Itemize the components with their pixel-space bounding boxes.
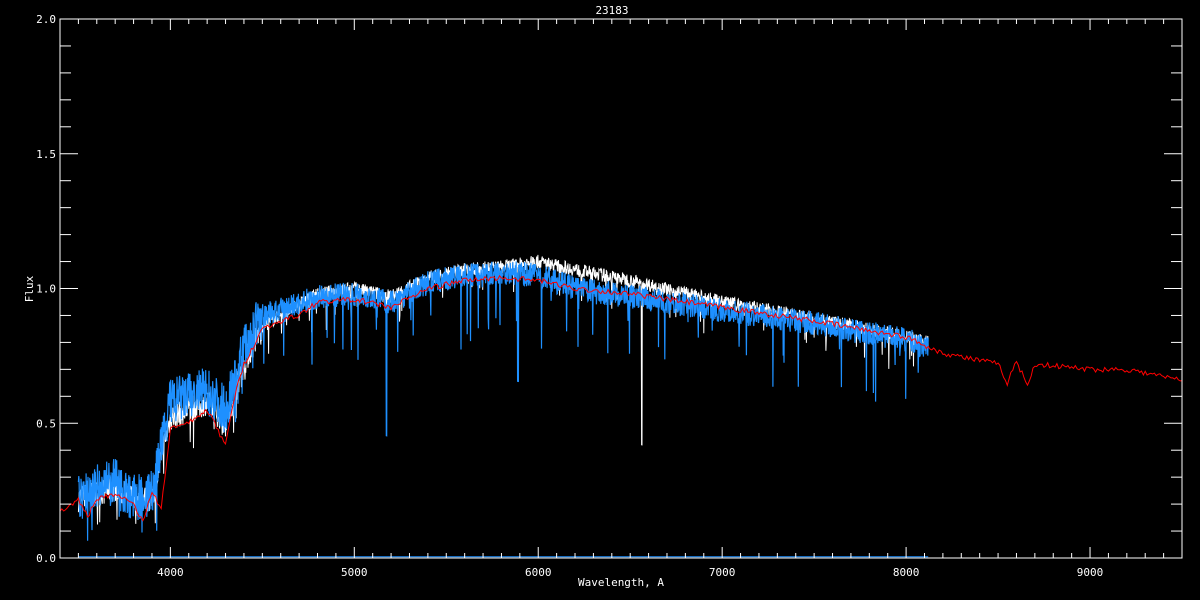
x-tick-label: 4000 (157, 566, 184, 579)
chart-title: 23183 (595, 4, 628, 17)
x-tick-label: 9000 (1077, 566, 1104, 579)
y-tick-label: 0.5 (36, 417, 56, 430)
y-axis-label: Flux (23, 275, 36, 302)
y-tick-label: 1.5 (36, 148, 56, 161)
y-tick-label: 0.0 (36, 552, 56, 565)
x-tick-label: 6000 (525, 566, 552, 579)
y-tick-label: 2.0 (36, 13, 56, 26)
x-tick-label: 7000 (709, 566, 736, 579)
x-tick-label: 5000 (341, 566, 368, 579)
x-tick-label: 8000 (893, 566, 920, 579)
series-line-2 (59, 274, 1183, 522)
series-line-1 (77, 261, 929, 541)
y-tick-label: 1.0 (36, 283, 56, 296)
x-axis-label: Wavelength, A (578, 576, 664, 589)
